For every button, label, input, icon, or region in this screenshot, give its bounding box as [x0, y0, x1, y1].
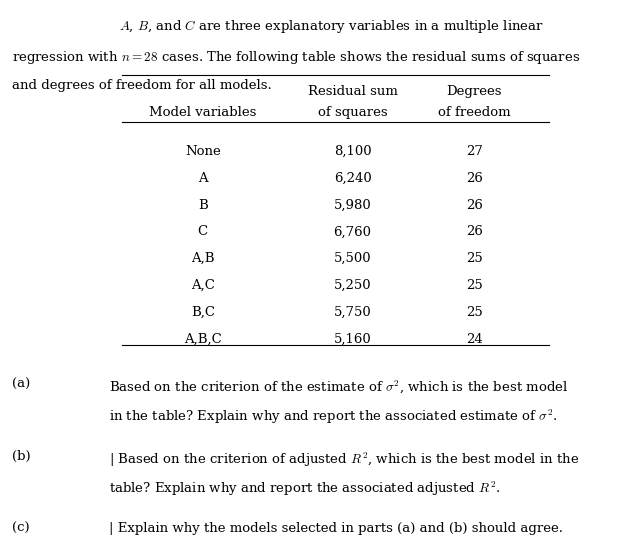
Text: 5,750: 5,750: [334, 306, 371, 319]
Text: 5,250: 5,250: [334, 279, 371, 292]
Text: C: C: [198, 225, 208, 238]
Text: 5,160: 5,160: [334, 333, 371, 345]
Text: regression with $n = 28$ cases. The following table shows the residual sums of s: regression with $n = 28$ cases. The foll…: [12, 49, 581, 65]
Text: (c): (c): [12, 522, 30, 535]
Text: B: B: [198, 199, 208, 211]
Text: 26: 26: [466, 172, 483, 185]
Text: Model variables: Model variables: [149, 106, 256, 119]
Text: Residual sum: Residual sum: [308, 85, 397, 98]
Text: | Based on the criterion of adjusted $R^2$, which is the best model in the: | Based on the criterion of adjusted $R^…: [109, 450, 580, 469]
Text: 27: 27: [466, 145, 483, 158]
Text: of squares: of squares: [318, 106, 388, 119]
Text: Based on the criterion of the estimate of $\sigma^2$, which is the best model: Based on the criterion of the estimate o…: [109, 378, 568, 395]
Text: 8,100: 8,100: [334, 145, 371, 158]
Text: 6,240: 6,240: [334, 172, 371, 185]
Text: 6,760: 6,760: [334, 225, 371, 238]
Text: of freedom: of freedom: [438, 106, 510, 119]
Text: in the table? Explain why and report the associated estimate of $\sigma^2$.: in the table? Explain why and report the…: [109, 407, 558, 426]
Text: 26: 26: [466, 199, 483, 211]
Text: $A$, $B$, and $C$ are three explanatory variables in a multiple linear: $A$, $B$, and $C$ are three explanatory …: [119, 18, 544, 35]
Text: 5,500: 5,500: [334, 252, 371, 265]
Text: Degrees: Degrees: [447, 85, 502, 98]
Text: (b): (b): [12, 450, 31, 463]
Text: B,C: B,C: [191, 306, 215, 319]
Text: A: A: [198, 172, 208, 185]
Text: 25: 25: [466, 279, 482, 292]
Text: | Explain why the models selected in parts (a) and (b) should agree.: | Explain why the models selected in par…: [109, 522, 563, 535]
Text: 25: 25: [466, 306, 482, 319]
Text: A,B: A,B: [191, 252, 215, 265]
Text: None: None: [185, 145, 221, 158]
Text: A,B,C: A,B,C: [184, 333, 222, 345]
Text: and degrees of freedom for all models.: and degrees of freedom for all models.: [12, 79, 272, 92]
Text: 5,980: 5,980: [334, 199, 371, 211]
Text: 26: 26: [466, 225, 483, 238]
Text: 25: 25: [466, 252, 482, 265]
Text: table? Explain why and report the associated adjusted $R^2$.: table? Explain why and report the associ…: [109, 479, 500, 498]
Text: A,C: A,C: [191, 279, 215, 292]
Text: (a): (a): [12, 378, 31, 391]
Text: 24: 24: [466, 333, 482, 345]
